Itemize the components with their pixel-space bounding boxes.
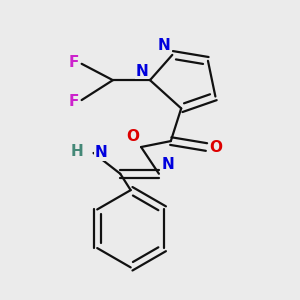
Text: N: N	[136, 64, 148, 79]
Text: O: O	[127, 129, 140, 144]
Text: F: F	[68, 94, 79, 109]
Text: O: O	[209, 140, 222, 154]
Text: F: F	[68, 55, 79, 70]
Text: N: N	[162, 157, 175, 172]
Text: N: N	[95, 146, 108, 160]
Text: N: N	[158, 38, 171, 52]
Text: H: H	[71, 144, 84, 159]
